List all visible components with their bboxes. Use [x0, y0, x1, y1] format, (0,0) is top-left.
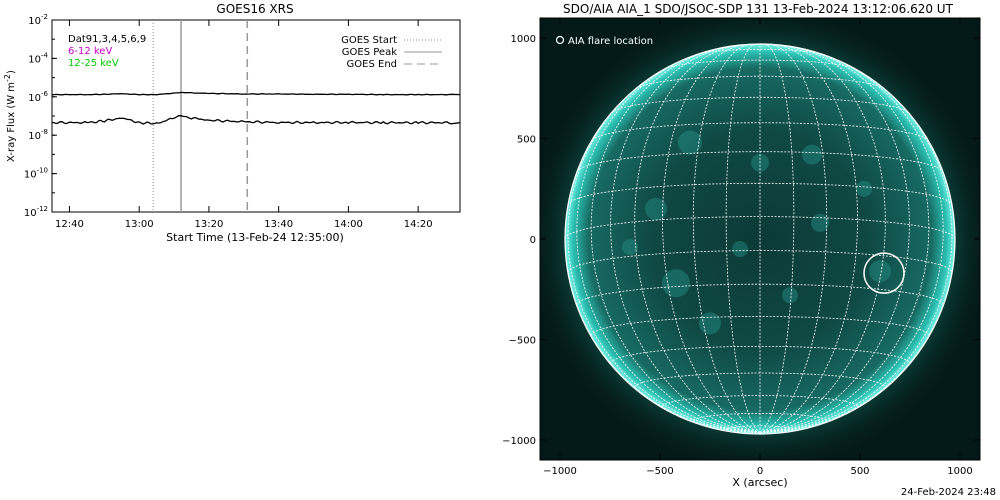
grid-line	[759, 79, 953, 434]
legend-channel-6-12-kev: 6-12 keV	[68, 46, 112, 57]
grid-line	[567, 250, 953, 273]
grid-line	[576, 55, 761, 434]
legend-channel-dat: Dat91,3,4,5,6,9	[68, 34, 146, 45]
grid-line	[567, 182, 953, 205]
right-y-tick-label: 500	[517, 135, 536, 146]
legend-goes-start-label: GOES Start	[341, 35, 397, 46]
grid-line	[590, 48, 761, 434]
grid-line	[591, 122, 929, 141]
heliographic-grid	[564, 43, 956, 434]
grid-line	[576, 151, 944, 172]
left-y-axis-label: X-ray Flux (W m-2)	[3, 70, 17, 162]
active-region	[678, 130, 702, 155]
left-x-ticks: 12:40 13:00 13:20 13:40 14:00 14:20	[55, 20, 433, 230]
grid-line	[759, 44, 828, 434]
flare-legend-symbol	[555, 35, 565, 45]
left-plot-frame	[51, 19, 461, 213]
grid-line	[634, 372, 886, 388]
active-regions	[622, 130, 891, 335]
left-y-tick-label: 10-12	[24, 205, 48, 219]
right-y-ticks: 1000 500 0 −500 −1000	[502, 34, 980, 447]
left-y-ticks: 10-2 10-4 10-6 10-8 10-10 10-12	[24, 13, 57, 219]
flare-location-marker	[863, 252, 905, 294]
left-x-tick-label: 14:20	[404, 219, 433, 230]
grid-line	[697, 48, 823, 55]
grid-line	[759, 48, 930, 434]
left-y-tick-label: 10-4	[28, 51, 48, 65]
grid-line	[611, 96, 909, 114]
active-region	[869, 260, 891, 283]
active-region	[811, 213, 829, 232]
flare-legend-label: AIA flare location	[568, 36, 653, 47]
aia-image: AIA flare location	[540, 18, 980, 460]
footer-timestamp: 24-Feb-2024 23:48	[900, 487, 996, 498]
grid-line	[759, 55, 944, 434]
left-x-axis-label: Start Time (13-Feb-24 12:35:00)	[166, 231, 344, 244]
active-region	[645, 197, 667, 220]
grid-line	[567, 79, 761, 434]
legend-channel-12-25-kev: 12-25 keV	[68, 58, 119, 69]
right-y-tick-label: 1000	[511, 34, 536, 45]
grid-line	[662, 395, 858, 407]
active-region	[699, 312, 721, 335]
grid-line	[576, 283, 944, 306]
left-y-tick-label: 10-2	[28, 13, 48, 27]
legend-goes-end-label: GOES End	[347, 59, 397, 70]
solar-limb	[564, 43, 956, 435]
left-legend-markers: GOES Start GOES Peak GOES End	[341, 35, 442, 70]
right-y-tick-label: −500	[509, 335, 536, 346]
right-x-tick-label: 1000	[947, 466, 972, 477]
grid-line	[590, 315, 930, 337]
left-x-tick-label: 13:00	[125, 219, 154, 230]
right-x-tick-label: 500	[850, 466, 869, 477]
right-y-tick-label: −1000	[502, 436, 536, 447]
grid-line	[759, 44, 886, 434]
grid-line	[664, 59, 856, 70]
left-y-tick-label: 10-6	[28, 90, 48, 104]
grid-line	[634, 44, 761, 434]
active-region	[856, 180, 872, 197]
left-y-tick-label: 10-8	[28, 128, 48, 142]
left-legend-channels: Dat91,3,4,5,6,9 6-12 keV 12-25 keV	[68, 34, 146, 69]
right-x-tick-label: −500	[646, 466, 673, 477]
right-x-ticks: −1000 −500 0 500 1000	[543, 18, 973, 477]
active-region	[782, 287, 798, 304]
active-region	[732, 241, 748, 258]
left-x-tick-label: 13:20	[195, 219, 224, 230]
series-6-12-kev-line	[51, 91, 461, 96]
right-x-tick-label: −1000	[543, 466, 577, 477]
grid-line	[692, 413, 828, 422]
legend-goes-peak-label: GOES Peak	[342, 47, 397, 58]
right-x-axis-label: X (arcsec)	[732, 476, 787, 489]
grid-line	[725, 425, 795, 430]
series-12-25-kev-line	[51, 115, 461, 125]
grid-line	[564, 216, 956, 240]
left-chart-title: GOES16 XRS	[216, 2, 293, 16]
left-x-tick-label: 12:40	[55, 219, 84, 230]
grid-line	[692, 44, 761, 434]
right-y-tick-label: 0	[530, 235, 536, 246]
active-region	[622, 239, 638, 256]
left-x-tick-label: 14:00	[334, 219, 363, 230]
grid-line	[610, 345, 910, 364]
active-region	[802, 144, 822, 165]
active-region	[662, 269, 690, 298]
right-chart-title: SDO/AIA AIA_1 SDO/JSOC-SDP 131 13-Feb-20…	[563, 2, 954, 16]
right-x-tick-label: 0	[757, 466, 763, 477]
left-x-tick-label: 13:40	[264, 219, 293, 230]
left-y-tick-label: 10-10	[24, 167, 48, 181]
